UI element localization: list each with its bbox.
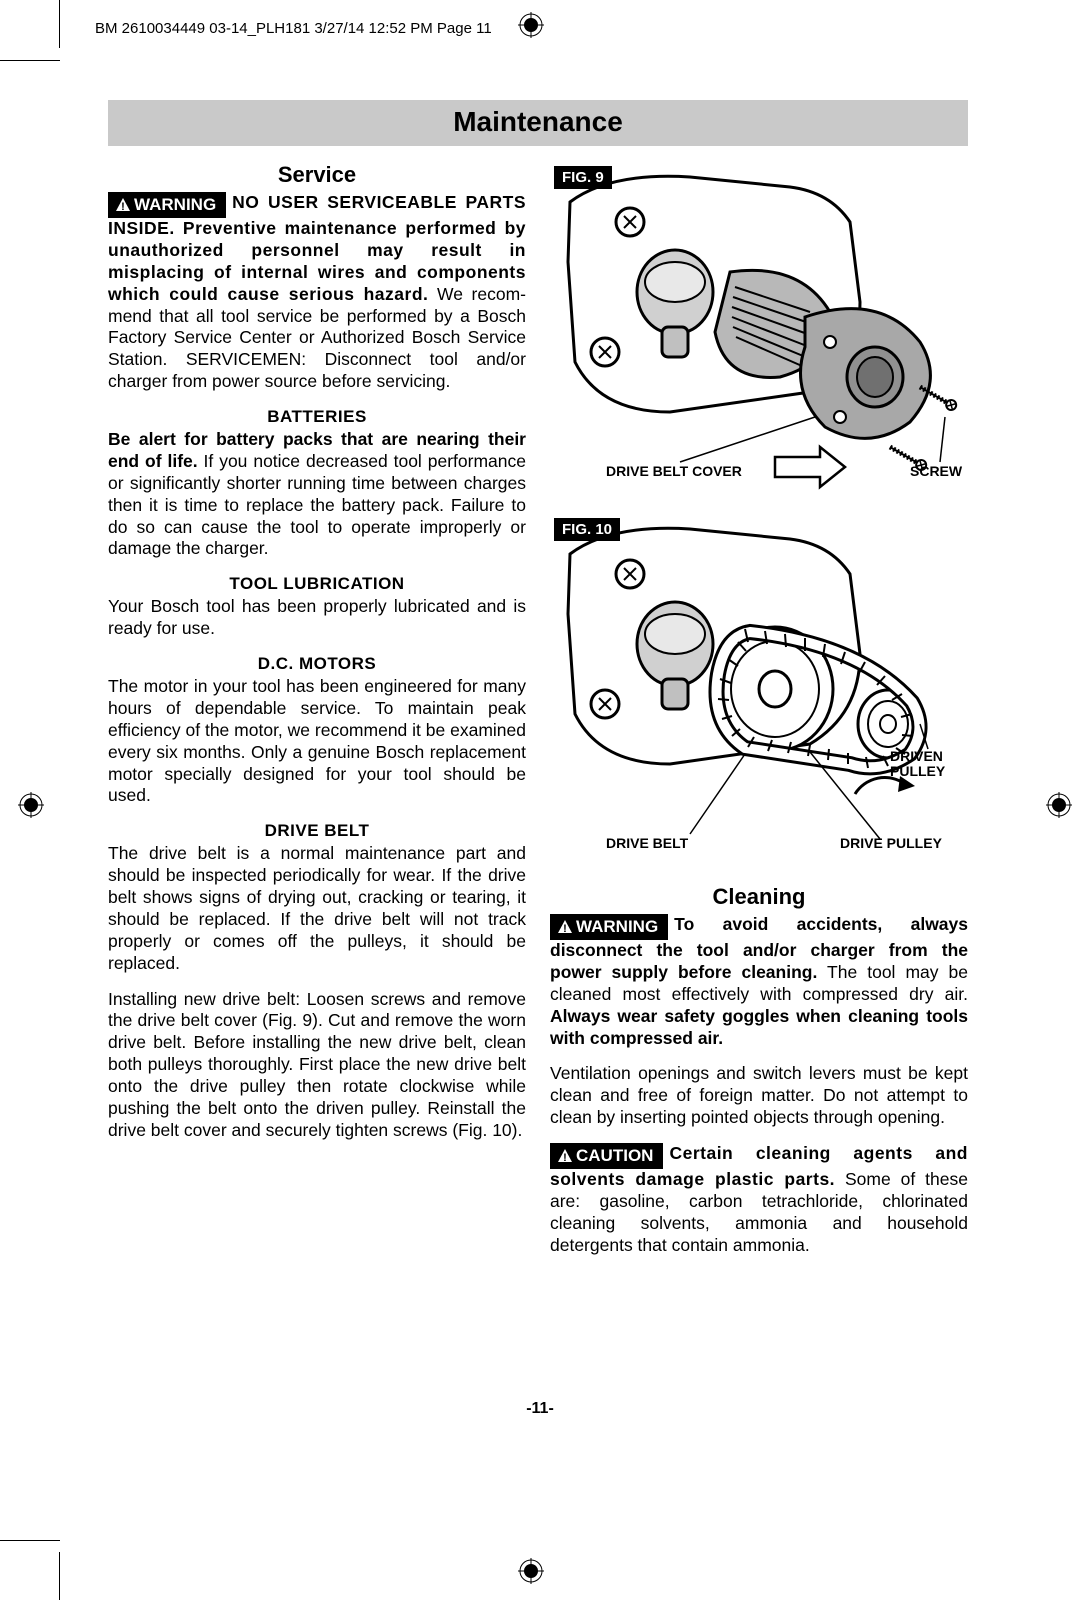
drive-belt-p1: The drive belt is a normal maintenance p… (108, 843, 526, 974)
right-column: FIG. 9 (550, 162, 968, 1271)
figure-10-label: FIG. 10 (554, 518, 620, 541)
crop-mark (59, 1552, 60, 1600)
crop-mark (0, 60, 60, 61)
fig9-callout-screw: SCREW (910, 464, 962, 479)
warning-triangle-icon: ! (558, 1148, 572, 1165)
cleaning-warning-paragraph: !WARNINGTo avoid accidents, always disco… (550, 914, 968, 1049)
two-column-layout: Service !WARNINGNO USER SERVICEABLE PART… (108, 162, 968, 1271)
warning-badge: ! WARNING (108, 192, 226, 218)
lubrication-paragraph: Your Bosch tool has been properly lubric… (108, 596, 526, 640)
warning-badge: ! WARNING (550, 914, 668, 940)
warning-label: WARNING (576, 917, 658, 936)
caution-label: CAUTION (576, 1146, 653, 1165)
registration-mark-icon (1046, 792, 1072, 818)
fig9-callout-drive-belt-cover: DRIVE BELT COVER (606, 464, 742, 479)
crop-mark (59, 0, 60, 48)
warning-triangle-icon: ! (116, 197, 130, 214)
registration-mark-icon (518, 1558, 544, 1584)
fig10-callout-drive-pulley: DRIVE PULLEY (840, 836, 942, 851)
figure-10-drawing (550, 514, 968, 874)
drive-belt-heading: DRIVE BELT (108, 821, 526, 841)
fig10-callout-driven-pulley: DRIVEN PULLEY (890, 749, 960, 780)
registration-mark-icon (518, 12, 544, 38)
lubrication-heading: TOOL LUBRICATION (108, 574, 526, 594)
fig10-callout-drive-belt: DRIVE BELT (606, 836, 688, 851)
motors-heading: D.C. MOTORS (108, 654, 526, 674)
batteries-paragraph: Be alert for battery packs that are near… (108, 429, 526, 560)
warning-label: WARNING (134, 195, 216, 214)
service-warning-paragraph: !WARNINGNO USER SERVICEABLE PARTS INSIDE… (108, 192, 526, 393)
svg-text:!: ! (563, 1152, 567, 1162)
batteries-heading: BATTERIES (108, 407, 526, 427)
figure-9: FIG. 9 (550, 162, 968, 504)
cleaning-caution-paragraph: !CAUTIONCertain cleaning agents and solv… (550, 1143, 968, 1257)
drive-belt-p2: Installing new drive belt: Loosen screws… (108, 989, 526, 1142)
warning-triangle-icon: ! (558, 919, 572, 936)
registration-mark-icon (18, 792, 44, 818)
svg-text:!: ! (121, 201, 125, 211)
page-number: -11- (0, 1400, 1080, 1418)
page-content: Maintenance Service !WARNINGNO USER SERV… (108, 100, 968, 1271)
cleaning-warning-bold2: Always wear safety goggles when cleaning… (550, 1006, 968, 1048)
figure-9-drawing (550, 162, 968, 504)
figure-10: FIG. 10 (550, 514, 968, 874)
page-title: Maintenance (108, 100, 968, 146)
svg-text:!: ! (563, 923, 567, 933)
print-header: BM 2610034449 03-14_PLH181 3/27/14 12:52… (95, 20, 492, 37)
left-column: Service !WARNINGNO USER SERVICEABLE PART… (108, 162, 526, 1271)
caution-badge: ! CAUTION (550, 1143, 663, 1169)
figure-9-label: FIG. 9 (554, 166, 612, 189)
motors-paragraph: The motor in your tool has been engineer… (108, 676, 526, 807)
cleaning-heading: Cleaning (550, 884, 968, 910)
cleaning-p2: Ventilation openings and switch levers m… (550, 1063, 968, 1129)
service-heading: Service (108, 162, 526, 188)
crop-mark (0, 1540, 60, 1541)
